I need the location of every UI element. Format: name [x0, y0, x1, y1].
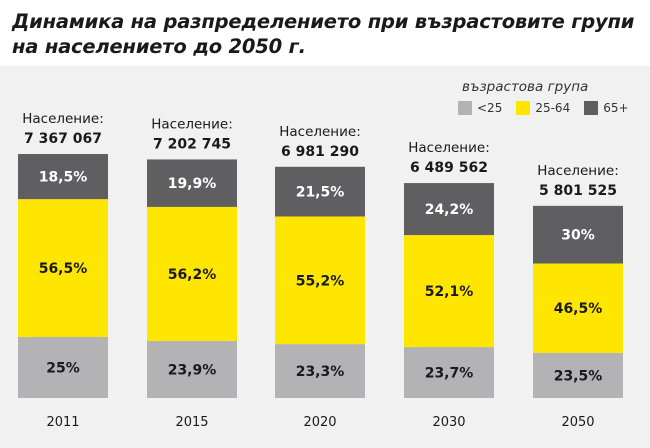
bar-segment-2030-2	[404, 183, 494, 236]
bar-label-2015-1: 56,2%	[168, 267, 217, 283]
population-value-2020: 6 981 290	[281, 144, 359, 160]
bar-label-2020-2: 21,5%	[296, 185, 345, 201]
bar-segment-2015-0	[147, 340, 237, 398]
bar-label-2015-0: 23,9%	[168, 362, 217, 378]
legend-label-65-plus: 65+	[603, 101, 629, 115]
population-value-2030: 6 489 562	[410, 160, 488, 176]
population-label-2050: Население:	[537, 163, 619, 179]
bar-label-2050-1: 46,5%	[554, 301, 603, 317]
bar-segment-2015-2	[147, 159, 237, 207]
legend-item-65-plus: 65+	[584, 101, 629, 115]
bar-label-2011-0: 25%	[46, 361, 80, 377]
x-tick-label-2030: 2030	[432, 415, 465, 430]
bar-label-2020-1: 55,2%	[296, 273, 345, 289]
population-value-2050: 5 801 525	[539, 183, 617, 199]
legend-item-25-64: 25-64	[516, 101, 570, 115]
bar-label-2030-0: 23,7%	[425, 366, 474, 382]
legend-title: възрастова група	[462, 79, 589, 95]
chart-title: Динамика на разпределението при възрасто…	[12, 9, 642, 59]
x-tick-label-2020: 2020	[303, 415, 336, 430]
legend-swatch-under-25	[458, 101, 472, 115]
legend-item-under-25: <25	[458, 101, 502, 115]
population-label-2015: Население:	[151, 116, 233, 132]
population-value-2015: 7 202 745	[153, 136, 231, 152]
legend-label-under-25: <25	[477, 101, 503, 115]
bar-segment-2030-0	[404, 347, 494, 398]
bar-segment-2020-0	[275, 344, 365, 398]
bar-label-2011-1: 56,5%	[39, 261, 88, 277]
bar-label-2030-2: 24,2%	[425, 202, 474, 218]
population-label-2020: Население:	[279, 124, 361, 140]
chart-title-line-2: на населението до 2050 г.	[12, 35, 306, 58]
bar-segment-2050-0	[533, 352, 623, 398]
bar-segment-2050-1	[533, 263, 623, 353]
bar-segment-2050-2	[533, 205, 623, 264]
bar-segment-2030-1	[404, 235, 494, 348]
x-tick-label-2050: 2050	[561, 415, 594, 430]
legend-label-25-64: 25-64	[535, 101, 571, 115]
bar-segment-2011-2	[18, 154, 108, 200]
bar-label-2030-1: 52,1%	[425, 284, 474, 300]
legend-swatch-65-plus	[584, 101, 599, 115]
population-value-2011: 7 367 067	[24, 131, 102, 147]
x-tick-label-2011: 2011	[46, 415, 79, 430]
bar-label-2015-2: 19,9%	[168, 176, 217, 192]
bar-label-2011-2: 18,5%	[39, 170, 88, 186]
chart-title-line-1: Динамика на разпределението при възрасто…	[12, 10, 635, 33]
bar-label-2050-2: 30%	[561, 228, 595, 244]
bar-segment-2011-1	[18, 199, 108, 337]
bar-segment-2011-0	[18, 337, 108, 398]
bar-segment-2020-1	[275, 216, 365, 345]
population-label-2030: Население:	[408, 140, 490, 156]
population-label-2011: Население:	[22, 111, 104, 127]
x-tick-label-2015: 2015	[175, 415, 208, 430]
legend-swatch-25-64	[516, 101, 531, 115]
bar-label-2050-0: 23,5%	[554, 368, 603, 384]
legend: <25 25-64 65+	[458, 101, 643, 115]
bar-segment-2015-1	[147, 206, 237, 341]
bar-label-2020-0: 23,3%	[296, 364, 345, 380]
bar-segment-2020-2	[275, 166, 365, 217]
